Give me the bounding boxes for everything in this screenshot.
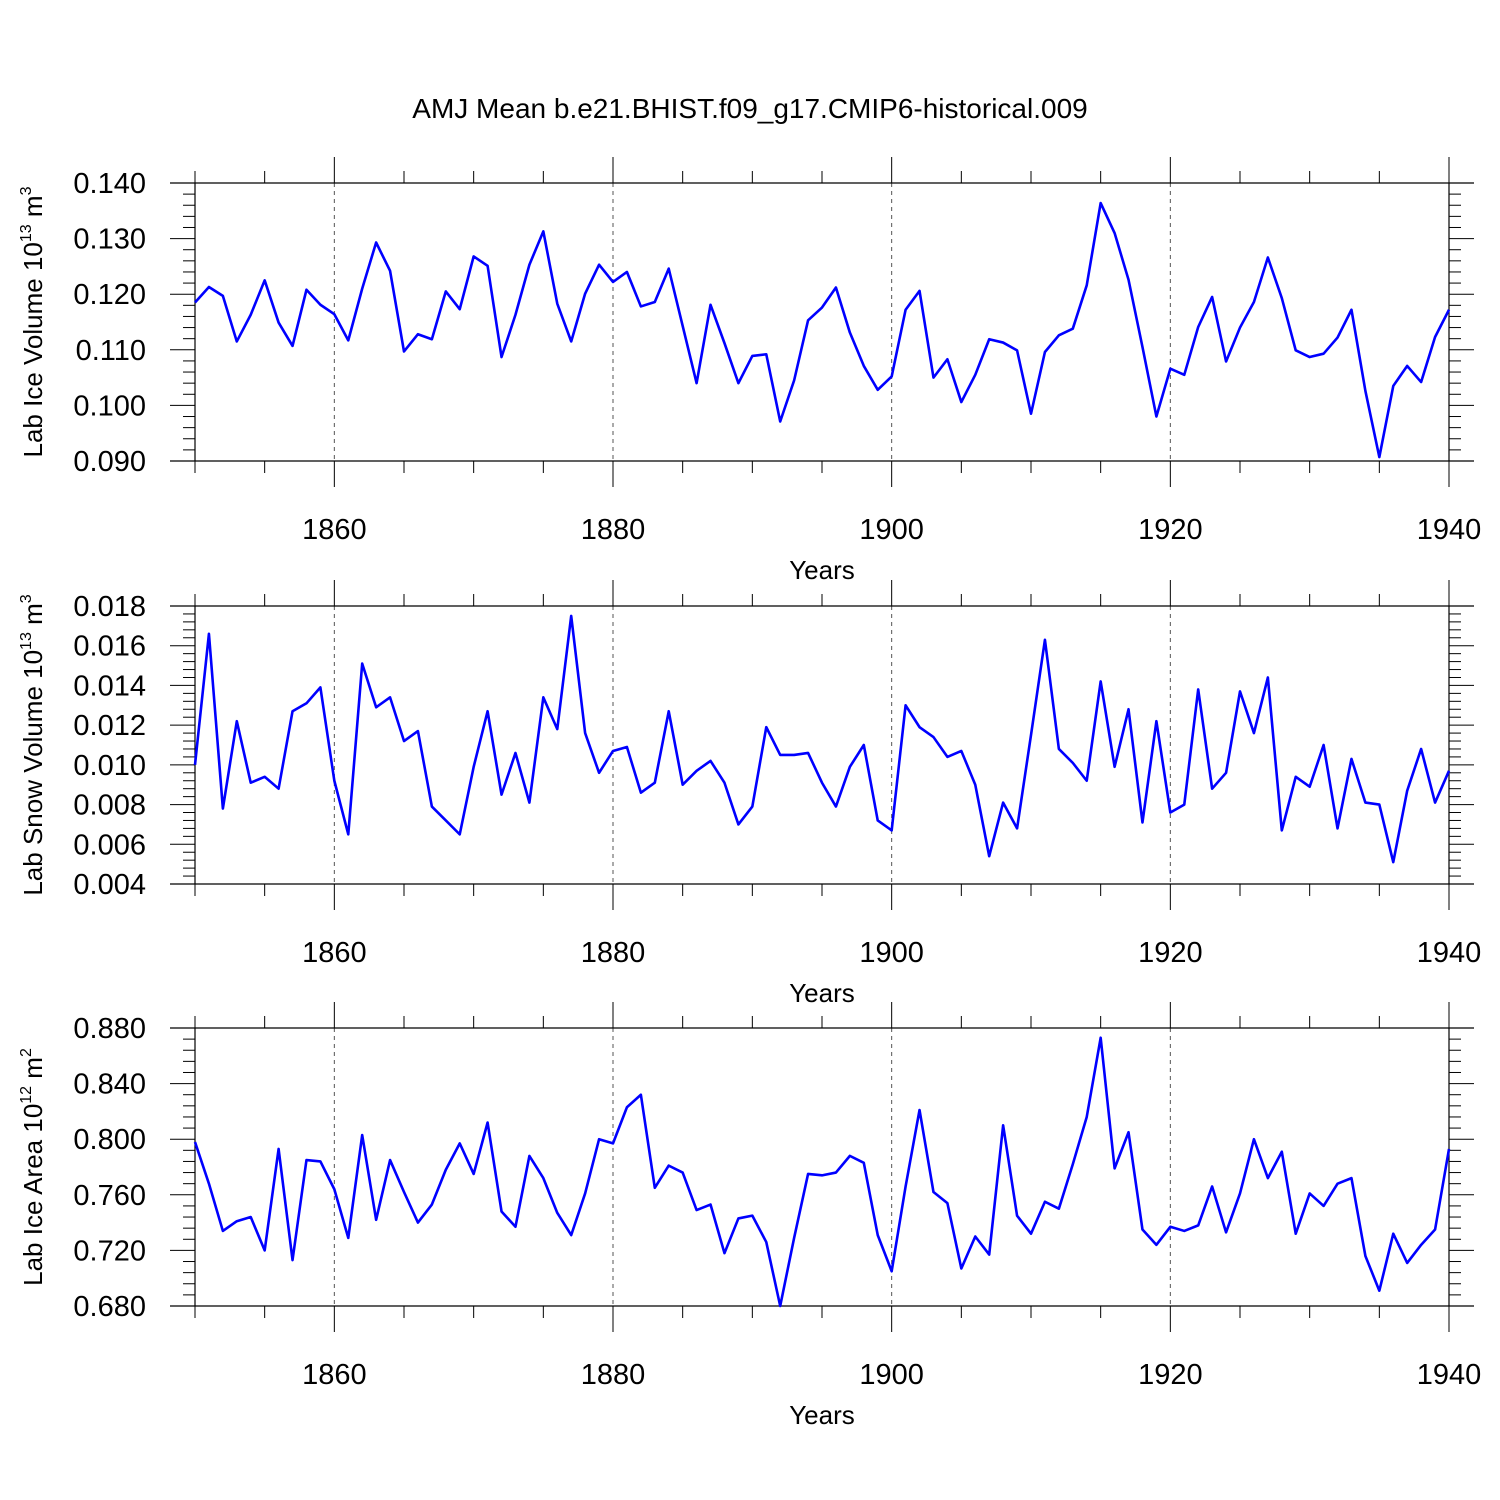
y-tick-label: 0.018	[73, 591, 146, 623]
y-tick-label: 0.090	[73, 446, 146, 478]
y-tick-label: 0.140	[73, 168, 146, 200]
x-tick-label: 1940	[1417, 514, 1482, 546]
x-tick-label: 1860	[302, 514, 367, 546]
y-tick-label: 0.010	[73, 750, 146, 782]
x-tick-label: 1860	[302, 937, 367, 969]
x-tick-label: 1880	[581, 937, 646, 969]
x-tick-label: 1900	[859, 514, 924, 546]
x-tick-label: 1880	[581, 1359, 646, 1391]
x-tick-label: 1900	[859, 1359, 924, 1391]
x-tick-label: 1920	[1138, 514, 1203, 546]
x-axis-title: Years	[789, 555, 855, 585]
series-line	[193, 1036, 1451, 1308]
y-tick-label: 0.120	[73, 279, 146, 311]
panel-snow-volume: 0.004 0.006 0.008 0.010 0.012 0.014 0.016 0.018…	[18, 580, 1481, 1008]
y-axis-title: Lab Snow Volume 1013 m3	[18, 594, 48, 895]
y-tick-label: 0.840	[73, 1069, 146, 1101]
y-axis-title: Lab Ice Volume 1013 m3	[18, 186, 48, 457]
x-axis-title: Years	[789, 1400, 855, 1430]
x-tick-label: 1940	[1417, 937, 1482, 969]
x-axis-title: Years	[789, 978, 855, 1008]
y-tick-label: 0.110	[76, 335, 146, 367]
x-tick-label: 1920	[1138, 937, 1203, 969]
y-tick-label: 0.014	[73, 670, 146, 702]
panel-ice-volume: 0.090 0.100 0.110 0.120 0.130 0.140 1860 1880 19…	[18, 157, 1481, 585]
series-line	[194, 201, 1451, 459]
y-tick-label: 0.680	[73, 1291, 146, 1323]
x-tick-label: 1940	[1417, 1359, 1482, 1391]
y-tick-label: 0.004	[73, 869, 146, 901]
figure-title: AMJ Mean b.e21.BHIST.f09_g17.CMIP6-histo…	[412, 93, 1087, 124]
x-tick-label: 1860	[302, 1359, 367, 1391]
y-tick-label: 0.012	[73, 710, 146, 742]
series-line	[193, 614, 1451, 864]
y-tick-label: 0.130	[73, 224, 146, 256]
panel-ice-area: 0.680 0.720 0.760 0.800 0.840 0.880 1860 1880 19…	[18, 1002, 1481, 1430]
y-tick-label: 0.006	[73, 829, 146, 861]
x-tick-label: 1880	[581, 514, 646, 546]
y-axis-title: Lab Ice Area 1012 m2	[18, 1048, 48, 1286]
x-tick-label: 1900	[859, 937, 924, 969]
y-tick-label: 0.720	[73, 1235, 146, 1267]
y-tick-label: 0.760	[73, 1180, 146, 1212]
y-tick-label: 0.800	[73, 1124, 146, 1156]
y-tick-label: 0.016	[73, 631, 146, 663]
y-tick-label: 0.100	[73, 390, 146, 422]
x-tick-label: 1920	[1138, 1359, 1203, 1391]
y-tick-label: 0.008	[73, 790, 146, 822]
y-tick-label: 0.880	[73, 1013, 146, 1045]
